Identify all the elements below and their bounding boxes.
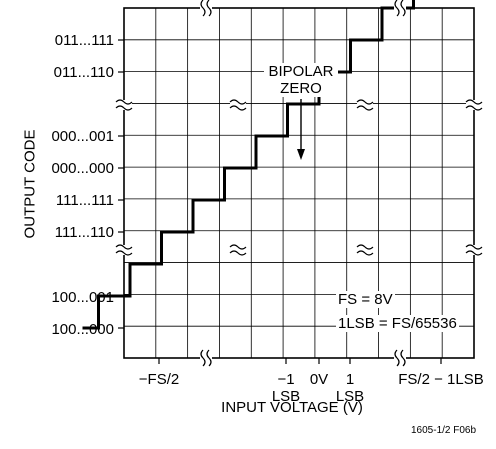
y-tick-label: 111...111 <box>55 192 114 209</box>
axis-ticks <box>118 39 442 364</box>
bipolar-zero-label: BIPOLAR ZERO <box>264 63 338 97</box>
y-tick-label: 011...110 <box>53 64 114 81</box>
axis-break-marks <box>115 0 483 367</box>
y-tick-label: 011...111 <box>54 32 114 49</box>
axis-break-mark <box>465 244 483 256</box>
x-tick-sublabel: LSB <box>271 388 301 405</box>
bipolar-zero-arrow <box>297 99 305 160</box>
y-tick-label: 000...001 <box>51 128 114 145</box>
y-axis-title: OUTPUT CODE <box>21 129 39 239</box>
y-tick-label: 100...000 <box>51 321 114 338</box>
axis-break-mark <box>356 99 374 111</box>
plot-frame <box>123 7 475 359</box>
x-tick-sublabel: LSB <box>335 388 365 405</box>
bipolar-zero-line1: BIPOLAR <box>268 63 334 80</box>
output-code-staircase <box>82 0 415 330</box>
axis-break-mark <box>229 244 247 256</box>
x-tick-label: FS/2 − 1LSB <box>398 371 484 388</box>
axis-break-mark <box>394 349 406 367</box>
x-tick-label: −1 <box>277 371 295 388</box>
axis-break-mark <box>465 99 483 111</box>
axis-break-mark <box>115 244 133 256</box>
x-axis-title: INPUT VOLTAGE (V) <box>221 399 363 416</box>
y-tick-label: 111...110 <box>54 224 114 241</box>
y-tick-label: 000...000 <box>51 160 114 177</box>
axis-break-mark <box>229 99 247 111</box>
figure-id: 1605-1/2 F06b <box>411 425 477 436</box>
axis-break-mark <box>115 99 133 111</box>
bipolar-zero-line2: ZERO <box>280 80 322 97</box>
axis-break-mark <box>200 0 212 17</box>
axis-break-mark <box>394 0 406 17</box>
fs-annotation: FS = 8V <box>336 291 395 308</box>
grid-lines <box>124 8 474 358</box>
y-tick-label: 100...001 <box>51 289 114 306</box>
axis-break-mark <box>356 244 374 256</box>
axis-break-mark <box>200 349 212 367</box>
x-tick-label: 0V <box>309 371 329 388</box>
x-tick-label: −FS/2 <box>138 371 180 388</box>
x-tick-label: 1 <box>345 371 355 388</box>
lsb-annotation: 1LSB = FS/65536 <box>336 315 459 332</box>
